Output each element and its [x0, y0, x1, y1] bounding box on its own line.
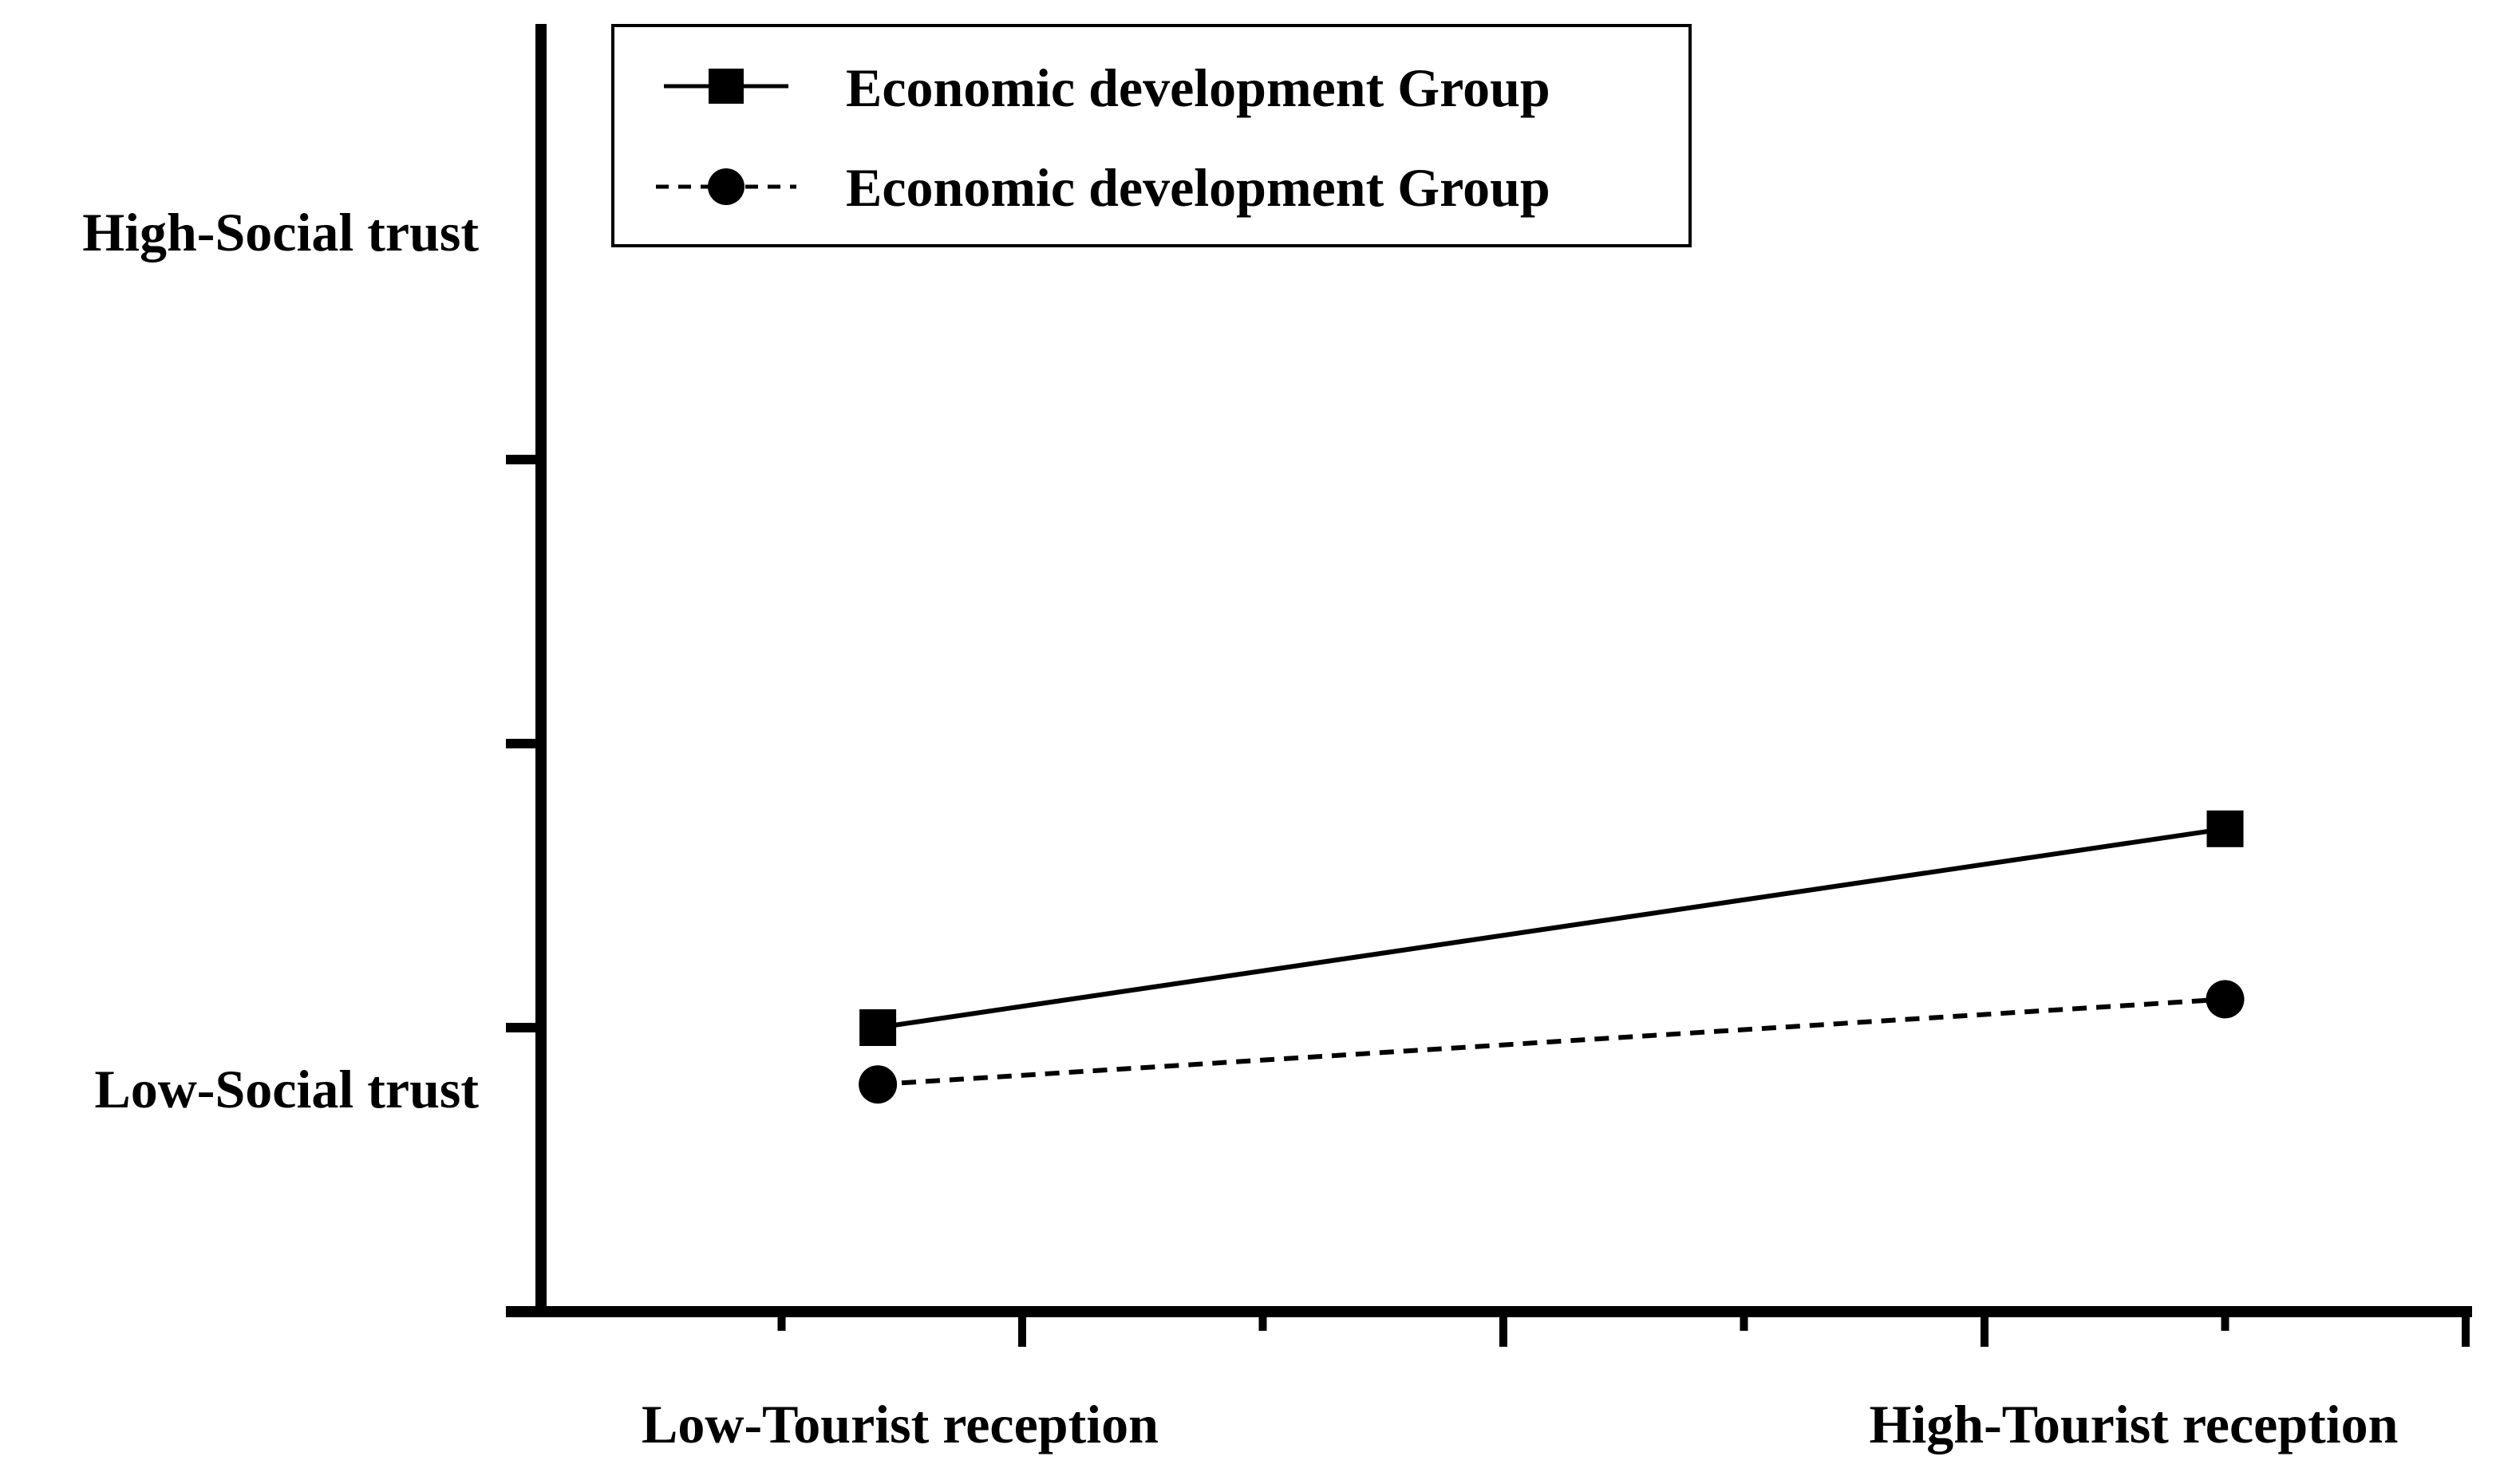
series-1-point-1 — [859, 1009, 897, 1046]
series-2-point-1 — [859, 1065, 898, 1104]
series-layer — [859, 810, 2245, 1104]
y-label-low: Low-Social trust — [94, 1059, 479, 1119]
series-1-point-2 — [2206, 810, 2244, 847]
x-label-high: High-Tourist reception — [1869, 1394, 2398, 1454]
legend-square-marker — [709, 69, 744, 104]
series-2-point-2 — [2206, 980, 2245, 1019]
legend: Economic development Group Economic deve… — [611, 24, 1692, 247]
y-ticks — [506, 455, 541, 1032]
x-label-low: Low-Tourist reception — [642, 1394, 1159, 1454]
series-line-2 — [877, 997, 2225, 1087]
legend-circle-marker — [708, 168, 744, 205]
legend-box — [611, 24, 1692, 247]
legend-label-series-2: Economic development Group — [846, 157, 1550, 218]
x-ticks — [777, 1312, 2470, 1347]
y-label-high: High-Social trust — [82, 202, 479, 262]
legend-label-series-1: Economic development Group — [846, 57, 1550, 118]
series-line-1 — [877, 826, 2225, 1030]
